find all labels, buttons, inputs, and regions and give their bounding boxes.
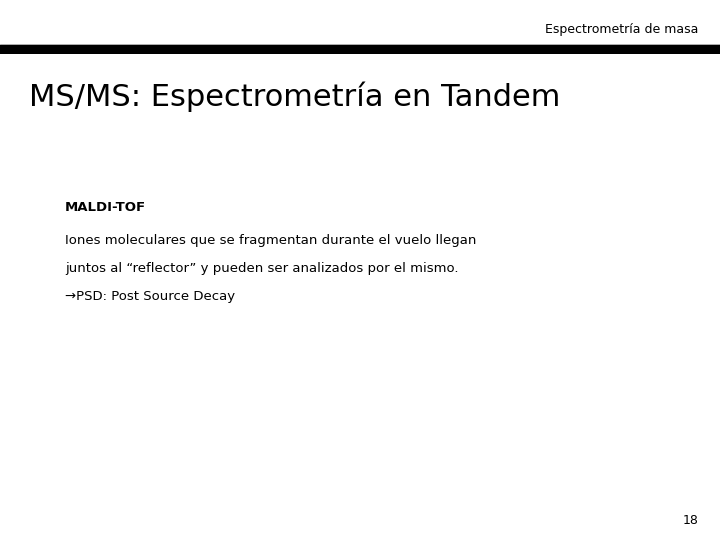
Text: MS/MS: Espectrometría en Tandem: MS/MS: Espectrometría en Tandem <box>29 82 560 112</box>
Bar <box>0 45 720 54</box>
Text: Iones moleculares que se fragmentan durante el vuelo llegan: Iones moleculares que se fragmentan dura… <box>65 234 476 247</box>
Text: 18: 18 <box>683 514 698 526</box>
Text: →PSD: Post Source Decay: →PSD: Post Source Decay <box>65 290 235 303</box>
Text: Espectrometría de masa: Espectrometría de masa <box>545 23 698 36</box>
Text: juntos al “reflector” y pueden ser analizados por el mismo.: juntos al “reflector” y pueden ser anali… <box>65 262 459 275</box>
Text: MALDI-TOF: MALDI-TOF <box>65 201 146 214</box>
